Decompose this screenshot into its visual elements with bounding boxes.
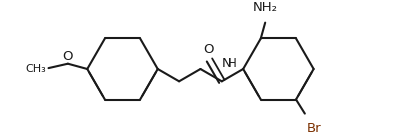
Text: O: O <box>63 50 73 63</box>
Text: Br: Br <box>307 122 321 135</box>
Text: H: H <box>228 57 237 70</box>
Text: N: N <box>221 57 231 70</box>
Text: NH₂: NH₂ <box>253 1 278 14</box>
Text: O: O <box>204 43 214 56</box>
Text: CH₃: CH₃ <box>25 64 46 74</box>
